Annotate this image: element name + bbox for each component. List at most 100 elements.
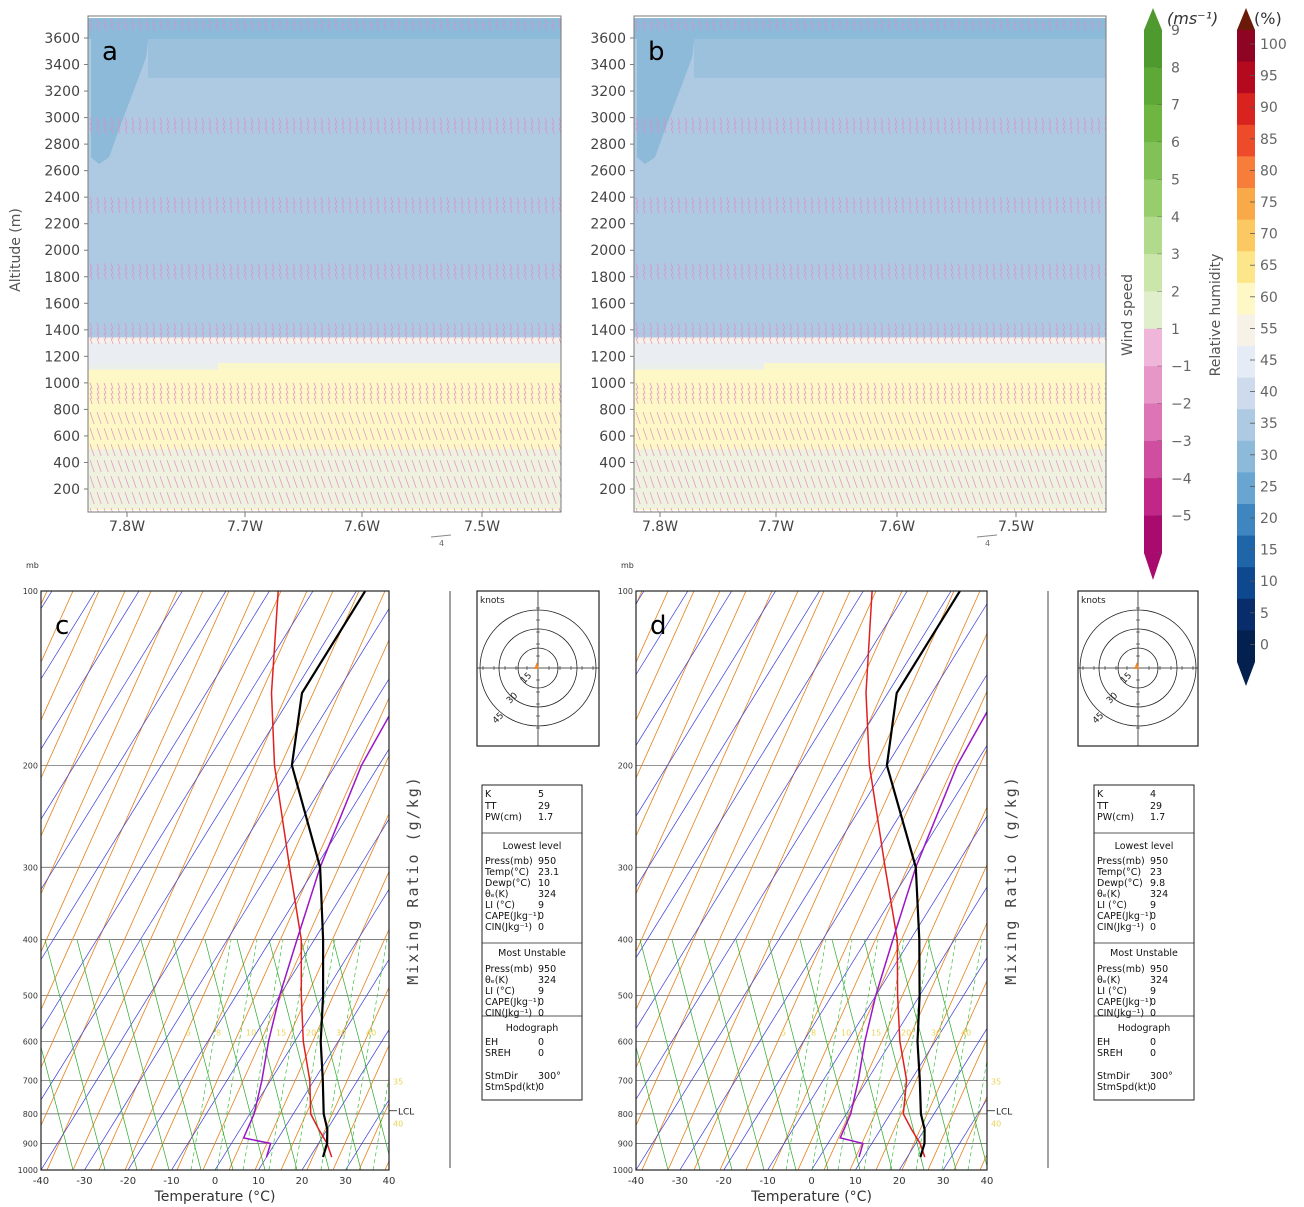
- mixing-ratio-line: [915, 939, 957, 1170]
- mixing-ratio-value: 30: [931, 1029, 941, 1038]
- dry-adiabat: [72, 591, 334, 1170]
- table-label: EH: [485, 1037, 498, 1048]
- colorbar-label: 60: [1260, 290, 1278, 306]
- skewt-panel-d: 5 8 10 15 20 30 403540dmb100200300400500600700…: [613, 561, 1199, 1205]
- dry-adiabat: [41, 591, 230, 1011]
- mixing-ratio-line: [889, 939, 931, 1170]
- table-label: CIN(Jkg⁻¹): [485, 922, 532, 933]
- panel-letter: b: [648, 37, 665, 67]
- table-label: CIN(Jkg⁻¹): [1097, 1008, 1144, 1019]
- skewt-frame: [40, 590, 390, 1171]
- colorbar-label: 70: [1260, 227, 1278, 243]
- wind-vector-row: [635, 197, 1106, 204]
- mixing-ratio-value: 5: [186, 1029, 191, 1038]
- colorbar-label: 45: [1260, 353, 1278, 369]
- wind-vector-row: [89, 19, 561, 26]
- table-value: 23.1: [538, 867, 559, 878]
- wind-vector-row: [635, 127, 1106, 134]
- colorbar-label: −4: [1171, 471, 1192, 487]
- hodograph-trace: [1134, 662, 1139, 669]
- dry-adiabat: [636, 591, 825, 1011]
- moist-adiabat: [41, 1045, 74, 1170]
- wind-vector-row: [635, 411, 1106, 425]
- wind-vector-row: [89, 338, 561, 345]
- table-value: 0: [538, 1037, 544, 1048]
- table-value: 324: [1150, 889, 1168, 900]
- wind-vector-row: [635, 273, 1106, 280]
- pressure-tick-label: 200: [23, 761, 38, 770]
- colorbar-segment: [1144, 179, 1162, 218]
- wind-vector-row: [635, 122, 1106, 129]
- pressure-tick-label: 300: [23, 863, 38, 872]
- table-value: 0: [1150, 1008, 1156, 1019]
- colorbar-segment: [1237, 598, 1255, 631]
- wind-vector-row: [89, 333, 561, 340]
- moist-adiabat: [76, 939, 138, 1170]
- table-label: CIN(Jkg⁻¹): [1097, 922, 1144, 933]
- panel-letter: a: [102, 37, 118, 67]
- colorbar-segment: [1237, 346, 1255, 379]
- table-label: Temp(°C): [484, 867, 529, 878]
- moist-adiabat: [636, 1045, 669, 1170]
- table-label: SREH: [485, 1048, 511, 1059]
- mixing-ratio-line: [967, 1058, 987, 1170]
- y-tick-label: 800: [599, 402, 626, 418]
- mixing-ratio-line: [346, 939, 388, 1170]
- x-tick-label: 7.8W: [109, 519, 145, 535]
- pressure-tick-label: 1000: [18, 1166, 38, 1175]
- pressure-tick-label: 500: [618, 992, 633, 1001]
- mixing-ratio-line: [837, 939, 879, 1170]
- moist-adiabat: [172, 939, 234, 1170]
- dewpoint-profile: [839, 710, 987, 1158]
- mixing-ratio-line: [190, 939, 232, 1170]
- lcl-label: LCL: [398, 1108, 414, 1118]
- mixing-ratio-value: 5: [781, 1029, 786, 1038]
- pressure-tick-label: 500: [23, 992, 38, 1001]
- wind-vector-row: [635, 333, 1106, 340]
- table-label: SREH: [1097, 1048, 1123, 1059]
- wind-speed-colorbar: 9 8 7 6 5 4 3 2 1 −1 −2 −3 −4 −5 (ms⁻¹) Wind speed: [1120, 8, 1218, 580]
- y-tick-label: 2600: [590, 164, 626, 180]
- isotherm: [41, 591, 140, 750]
- dry-adiabat: [228, 812, 389, 1170]
- colorbar-segment: [1237, 535, 1255, 568]
- y-tick-label: 2400: [44, 190, 80, 206]
- rh-layer: [634, 38, 1106, 338]
- table-value: 1.7: [538, 812, 553, 823]
- wind-vector-row: [89, 328, 561, 335]
- wind-vector-row: [89, 273, 561, 280]
- dry-adiabat: [771, 690, 987, 1170]
- table-value: 300°: [538, 1071, 561, 1082]
- rh-upper-layer: [694, 18, 1106, 78]
- temperature-tick-label: -20: [120, 1176, 136, 1187]
- y-tick-label: 1600: [590, 296, 626, 312]
- table-label: StmSpd(kt): [1097, 1082, 1151, 1093]
- table-value: 4: [1150, 789, 1156, 800]
- y-tick-label: 2800: [44, 137, 80, 153]
- skewt-panels: 5 8 10 15 20 30 403540cmb100200300400500600700…: [18, 561, 1199, 1205]
- table-value: 0: [538, 1008, 544, 1019]
- dry-adiabat: [719, 591, 981, 1170]
- table-heading: Lowest level: [1115, 841, 1174, 852]
- colorbar-label: 55: [1260, 321, 1278, 337]
- colorbar-label: 10: [1260, 574, 1278, 590]
- reference-vector-label: 4: [439, 539, 444, 548]
- table-label: θₑ(K): [485, 975, 508, 986]
- x-tick-label: 7.5W: [998, 519, 1034, 535]
- dry-adiabat: [176, 696, 389, 1170]
- table-label: EH: [1097, 1037, 1110, 1048]
- wind-vector-row: [89, 323, 561, 330]
- wind-vector-row: [635, 202, 1106, 209]
- isotherm: [855, 957, 987, 1170]
- y-tick-label: 1400: [44, 323, 80, 339]
- cross-section-panel-a: a 200 400 600 800 1000 1200 1400 1600 1800 2000 220…: [8, 15, 562, 548]
- table-label: TT: [484, 801, 497, 812]
- colorbar-segment: [1144, 515, 1162, 554]
- mixing-ratio-axis-label: Mixing Ratio (g/kg): [1002, 775, 1020, 985]
- mixing-ratio-line: [785, 939, 827, 1170]
- wind-vector-row: [89, 268, 561, 275]
- y-tick-label: 2800: [590, 137, 626, 153]
- dry-adiabat: [254, 870, 389, 1170]
- temperature-tick-label: -30: [672, 1176, 688, 1187]
